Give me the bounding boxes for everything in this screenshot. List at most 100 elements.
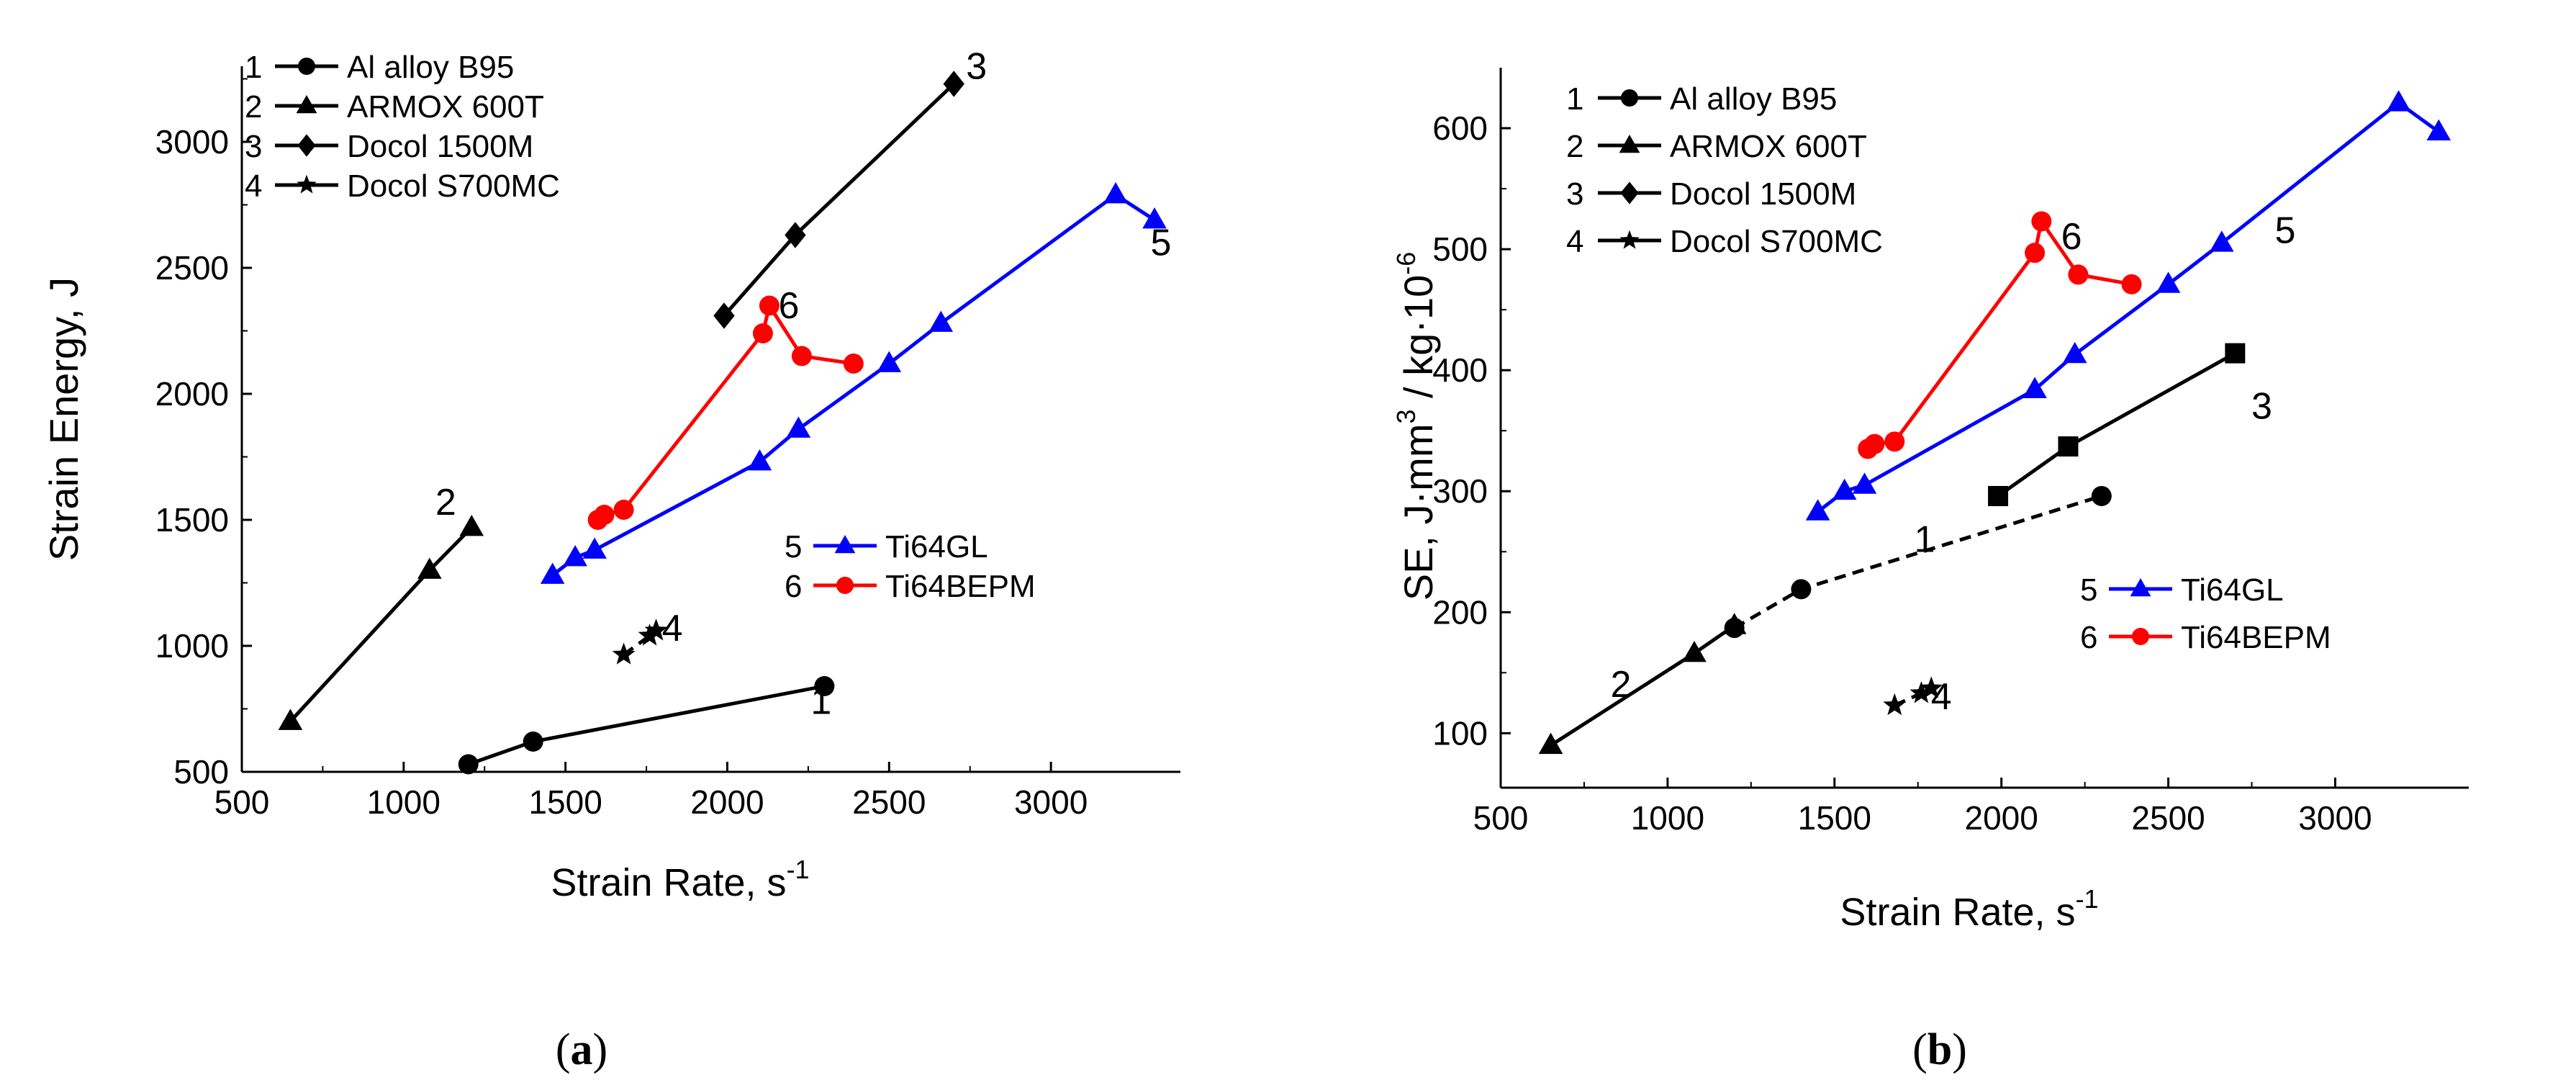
legend-materials-label: ARMOX 600T [1670,129,1867,164]
panel-label-b: (b) [1912,1025,1967,1074]
data-point-3 [2058,436,2079,457]
data-point-5 [2156,271,2181,293]
legend-titanium-label: Ti64GL [885,529,988,564]
legend-materials-marker [1619,135,1640,153]
x-axis-label-text: Strain Rate, s [551,861,786,904]
y-axis-label-superscript: 3 [1391,409,1421,423]
series-number-annotation: 6 [2061,216,2082,258]
series-number-annotation: 3 [2251,385,2272,427]
x-axis-label-superscript: -1 [2076,884,2099,914]
series-6 [1858,211,2142,459]
data-point-4 [612,642,636,665]
x-tick-label: 500 [214,783,270,821]
series-number-annotation: 5 [1151,222,1172,264]
data-point-6 [613,500,634,520]
data-point-1 [458,754,479,775]
data-point-6 [1884,431,1905,452]
series-line-3 [1997,351,2236,498]
data-point-5 [2209,230,2234,252]
data-point-5 [2426,119,2451,140]
legend-materials-marker [1619,230,1640,249]
legend-materials-number: 2 [245,89,262,125]
data-point-6 [594,505,615,525]
data-point-1 [523,732,543,752]
legend-materials-label: ARMOX 600T [347,89,544,125]
series-line-6 [597,301,854,521]
data-point-1 [2091,485,2112,506]
data-point-6 [759,295,779,316]
x-tick-label: 3000 [1014,783,1088,821]
panel-label-b-letter: b [1928,1025,1952,1074]
series-number-annotation: 3 [966,46,987,88]
data-point-5 [2023,377,2047,398]
legend-materials-label: Docol S700MC [347,168,560,204]
data-point-5 [1805,499,1830,521]
series-number-annotation: 1 [1915,518,1935,560]
series-number-annotation: 1 [810,681,831,723]
series-line-2 [1550,624,1736,747]
y-tick-label: 1000 [155,627,229,665]
data-point-6 [843,354,864,374]
legend-materials-number: 4 [245,168,262,204]
y-axis-label: Strain Energy, J [41,277,86,561]
data-point-2 [278,708,303,730]
data-point-5 [747,449,772,471]
y-tick-label: 100 [1432,714,1488,752]
x-axis-label-text: Strain Rate, s [1840,891,2075,934]
series-1 [1724,485,2112,639]
legend-materials-label: Docol S700MC [1670,224,1883,259]
x-tick-label: 2000 [690,783,764,821]
x-tick-label: 2500 [852,783,926,821]
data-point-5 [1142,207,1167,229]
legend-titanium-marker [836,577,854,594]
data-point-2 [1538,732,1563,755]
legend-titanium-label: Ti64BEPM [885,569,1036,604]
x-tick-label: 1500 [1798,799,1871,837]
legend-titanium-number: 6 [785,569,802,604]
legend-materials-label: Al alloy B95 [1670,81,1837,117]
series-3 [1988,343,2246,506]
data-point-5 [582,537,607,559]
legend-materials-marker [298,58,315,75]
data-point-4 [644,618,668,641]
data-point-3 [713,302,735,329]
y-axis-label-superscript-2: -6 [1391,252,1421,275]
legend-titanium-marker [2130,578,2151,597]
series-5 [1805,90,2451,521]
series-number-annotation: 4 [1931,676,1952,718]
legend-materials-number: 3 [1566,176,1583,212]
legend-materials-number: 4 [1566,224,1583,259]
legend-titanium-number: 5 [785,529,802,564]
series-line-2 [289,526,474,723]
legend-materials-number: 1 [245,50,262,85]
data-point-1 [814,676,835,696]
x-tick-label: 1000 [1631,799,1704,837]
x-tick-label: 2000 [1965,799,2038,837]
y-tick-label: 2000 [155,375,229,413]
legend-materials-marker [1621,89,1638,107]
data-point-5 [928,310,954,332]
data-point-4 [1910,681,1933,703]
y-tick-label: 500 [1432,230,1488,268]
legend-materials-number: 2 [1566,129,1583,164]
x-tick-label: 1000 [367,783,440,821]
x-tick-label: 500 [1473,799,1529,837]
chart-panel-b: 500 1000 1500 2000 2500 3000 100 200 300 400 500 60… [1391,68,2469,934]
legend-materials-marker [297,134,316,157]
series-number-annotation: 6 [778,285,799,327]
series-number-annotation: 2 [1611,664,1632,706]
series-line-5 [551,192,1156,577]
legend-materials-label: Docol 1500M [347,129,533,164]
legend-materials-number: 1 [1566,81,1583,117]
series-number-annotation: 5 [2274,210,2295,252]
y-axis-label: SE, J·mm3 / kg·10-6 [1391,252,1441,601]
y-axis-label-text: SE, J·mm [1396,424,1441,601]
series-4 [1883,676,1943,716]
data-point-6 [1864,433,1885,454]
legend-materials: 1 Al alloy B95 2 ARMOX 600T 3 Docol 1500M 4 Doc… [1566,81,1883,259]
x-tick-label: 2500 [2131,799,2205,837]
legend-materials-marker [1620,181,1639,204]
y-tick-label: 3000 [155,123,229,161]
series-6 [587,295,864,530]
